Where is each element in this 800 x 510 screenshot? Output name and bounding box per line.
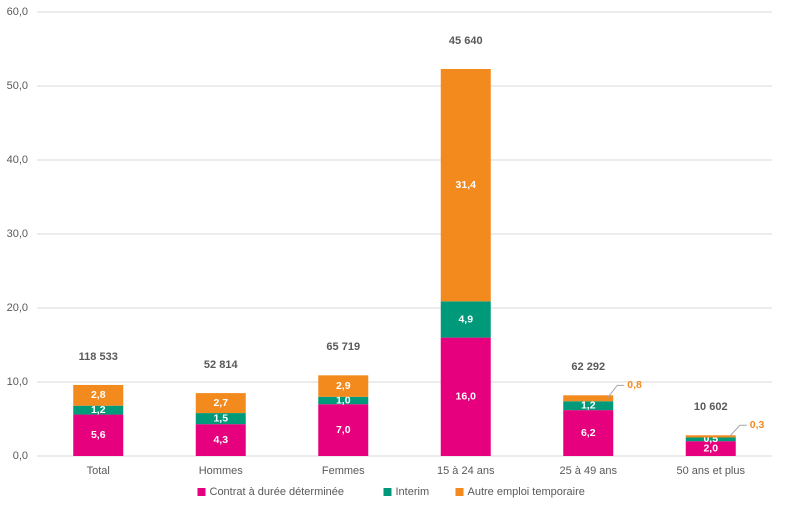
bar-segment bbox=[318, 404, 369, 456]
value-label: 1,5 bbox=[213, 412, 228, 424]
bar-segment bbox=[440, 301, 491, 338]
legend-label: Interim bbox=[396, 486, 430, 498]
bar-segment bbox=[195, 413, 246, 425]
total-label: 45 640 bbox=[449, 35, 483, 47]
legend-swatch bbox=[197, 488, 206, 496]
value-label: 6,2 bbox=[581, 427, 596, 439]
x-tick-label: Femmes bbox=[322, 465, 365, 477]
bar-segment bbox=[440, 68, 491, 302]
total-label: 62 292 bbox=[571, 361, 605, 373]
bar-segment bbox=[318, 375, 369, 397]
legend-swatch bbox=[383, 488, 392, 496]
bar-segment bbox=[318, 396, 369, 405]
value-label: 4,9 bbox=[458, 313, 473, 325]
value-label: 5,6 bbox=[91, 429, 106, 441]
y-tick-label: 50,0 bbox=[7, 80, 28, 92]
x-tick-label: 25 à 49 ans bbox=[560, 465, 618, 477]
legend: Contrat à durée déterminée Interim Autre e… bbox=[197, 486, 585, 498]
y-tick-label: 30,0 bbox=[7, 228, 28, 240]
total-label: 118 533 bbox=[79, 351, 118, 363]
bar-segment bbox=[685, 437, 736, 442]
value-label: 0,8 bbox=[627, 379, 642, 391]
leader-line bbox=[606, 384, 625, 399]
total-label: 65 719 bbox=[326, 341, 360, 353]
bar-segment bbox=[73, 414, 124, 456]
legend-label: Autre emploi temporaire bbox=[468, 486, 585, 498]
bar-segment bbox=[195, 393, 246, 414]
total-label: 10 602 bbox=[694, 401, 728, 413]
value-label: 2,0 bbox=[703, 442, 718, 454]
value-label: 31,4 bbox=[456, 179, 477, 191]
bar-segment bbox=[563, 410, 614, 456]
bar-segment bbox=[685, 441, 736, 456]
y-tick-label: 40,0 bbox=[7, 154, 28, 166]
legend-swatch bbox=[455, 488, 464, 496]
y-tick-label: 20,0 bbox=[7, 302, 28, 314]
value-label: 1,0 bbox=[336, 394, 351, 406]
x-tick-label: 15 à 24 ans bbox=[437, 465, 495, 477]
value-label: 7,0 bbox=[336, 424, 351, 436]
value-label: 4,3 bbox=[213, 434, 228, 446]
bar-segment bbox=[685, 435, 736, 438]
bar-segment bbox=[563, 401, 614, 411]
bar-segment bbox=[73, 405, 124, 415]
total-label: 52 814 bbox=[204, 359, 239, 371]
value-label: 2,8 bbox=[91, 389, 106, 401]
bar-segment bbox=[440, 337, 491, 456]
value-label: 16,0 bbox=[456, 391, 477, 403]
leader-line bbox=[729, 424, 747, 437]
value-label: 2,9 bbox=[336, 380, 351, 392]
x-tick-label: 50 ans et plus bbox=[677, 465, 746, 477]
legend-label: Contrat à durée déterminée bbox=[210, 486, 345, 498]
bar-segment bbox=[73, 384, 124, 406]
value-label: 1,2 bbox=[581, 399, 596, 411]
x-tick-label: Total bbox=[87, 465, 110, 477]
value-label: 0,5 bbox=[703, 433, 718, 445]
bar-segment bbox=[195, 424, 246, 456]
y-tick-label: 60,0 bbox=[7, 6, 28, 18]
x-tick-label: Hommes bbox=[199, 465, 244, 477]
y-tick-label: 10,0 bbox=[7, 376, 28, 388]
y-tick-label: 0,0 bbox=[13, 450, 28, 462]
value-label: 2,7 bbox=[213, 397, 228, 409]
value-label: 1,2 bbox=[91, 404, 106, 416]
value-label: 0,3 bbox=[750, 419, 765, 431]
bar-segment bbox=[563, 395, 614, 402]
